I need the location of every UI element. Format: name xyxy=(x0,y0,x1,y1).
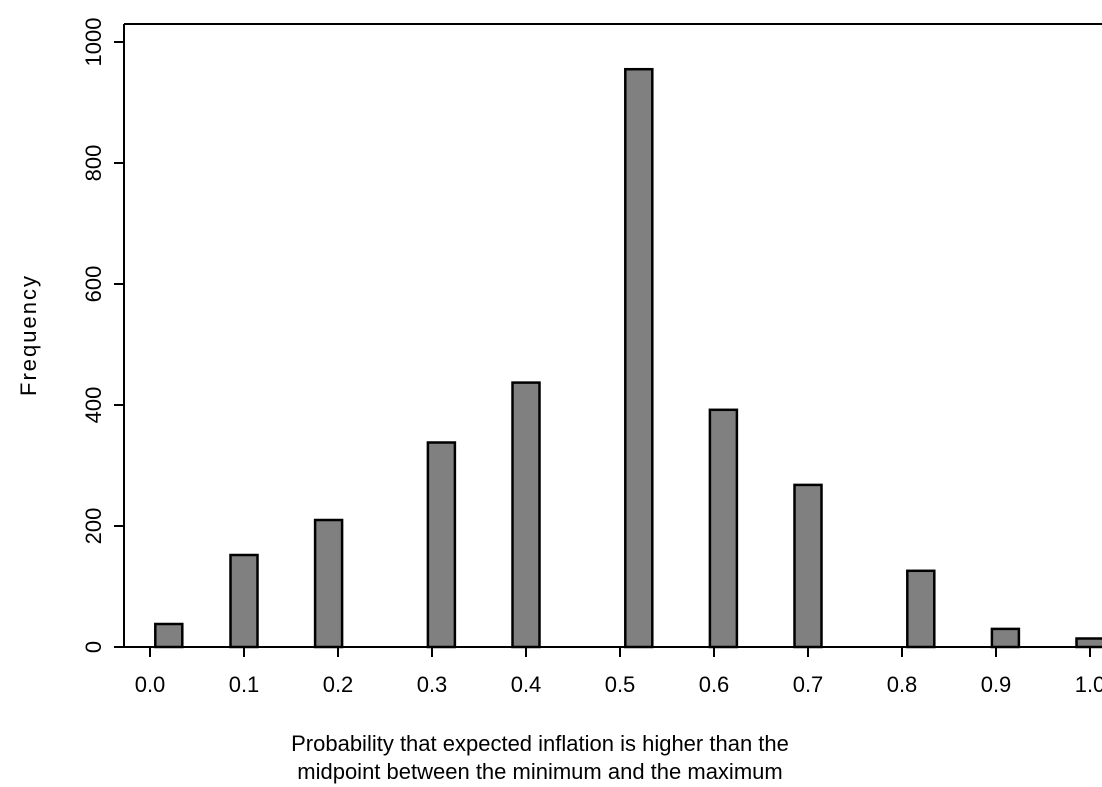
bar-0.3 xyxy=(426,441,457,649)
x-axis-label-line-1: Probability that expected inflation is h… xyxy=(291,731,789,756)
x-tick-label-0.1: 0.1 xyxy=(229,672,260,697)
axes-group: 0 200 400 600 800 1000 0.0 0.1 0.2 0.3 0.4 0.5 0.6 0.… xyxy=(81,18,1102,697)
x-tick-label-0.8: 0.8 xyxy=(887,672,918,697)
bars-group xyxy=(154,67,1102,649)
x-tick-label-0.6: 0.6 xyxy=(699,672,730,697)
x-tick-label-0.4: 0.4 xyxy=(511,672,542,697)
y-axis-label: Frequency xyxy=(16,274,41,396)
x-axis-label-line-2: midpoint between the minimum and the max… xyxy=(297,759,782,784)
y-tick-label-1000: 1000 xyxy=(81,18,106,67)
x-tick-label-0.2: 0.2 xyxy=(323,672,354,697)
x-tick-label-0.9: 0.9 xyxy=(981,672,1012,697)
y-tick-label-0: 0 xyxy=(81,641,106,653)
bar-0.8 xyxy=(906,569,936,649)
bar-0.4 xyxy=(511,381,541,649)
x-tick-label-0.3: 0.3 xyxy=(417,672,448,697)
bar-0.2 xyxy=(313,518,344,649)
bar-0.7 xyxy=(793,483,823,649)
y-tick-label-800: 800 xyxy=(81,145,106,182)
bar-1.0 xyxy=(1075,637,1102,649)
bar-0.0 xyxy=(154,622,184,649)
bar-0.1 xyxy=(229,553,259,649)
y-tick-label-400: 400 xyxy=(81,387,106,424)
y-tick-label-200: 200 xyxy=(81,508,106,545)
x-tick-label-1.0: 1.0 xyxy=(1075,672,1102,697)
x-tick-label-0.5: 0.5 xyxy=(605,672,636,697)
y-tick-label-600: 600 xyxy=(81,266,106,303)
x-tick-label-0.0: 0.0 xyxy=(135,672,166,697)
bar-0.5 xyxy=(624,67,654,649)
x-tick-label-0.7: 0.7 xyxy=(793,672,824,697)
bar-0.9 xyxy=(990,627,1021,649)
bar-0.6 xyxy=(708,408,739,649)
